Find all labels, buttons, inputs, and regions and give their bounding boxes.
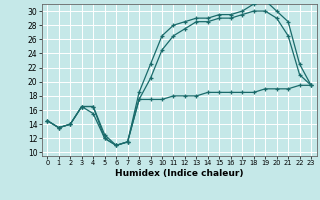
X-axis label: Humidex (Indice chaleur): Humidex (Indice chaleur) [115, 169, 244, 178]
